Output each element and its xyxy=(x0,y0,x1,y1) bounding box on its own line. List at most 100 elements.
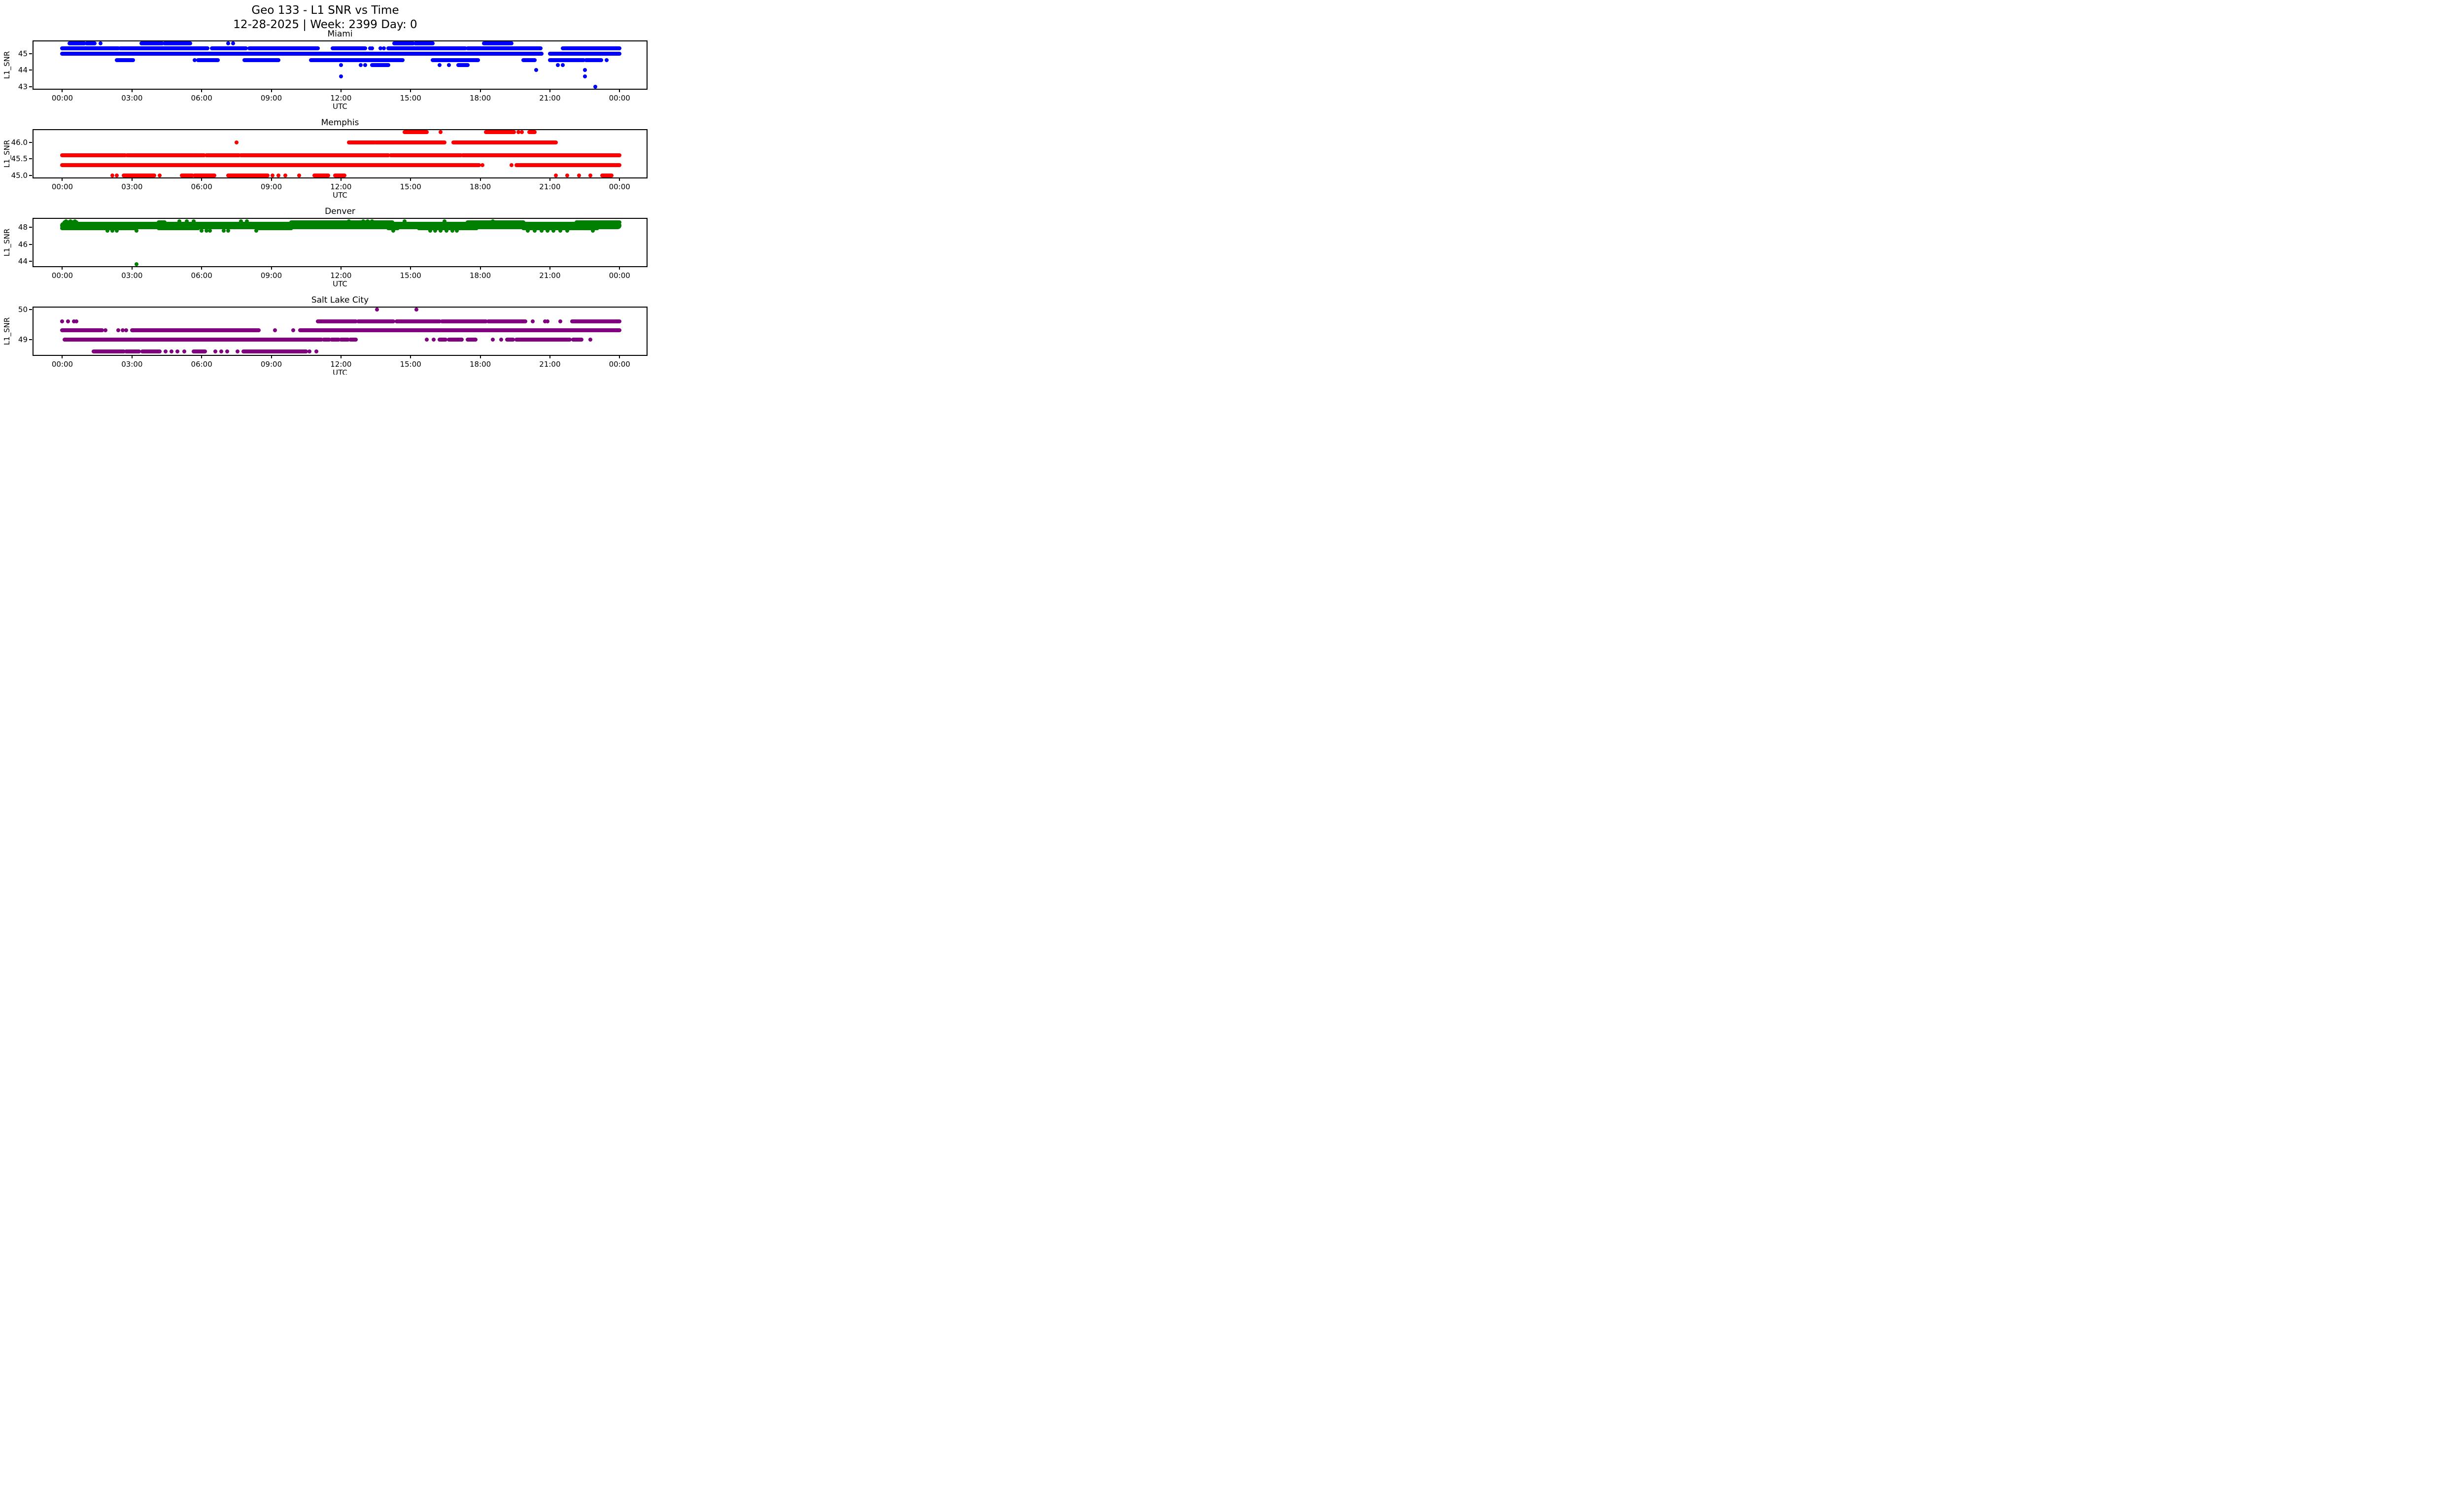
scatter-segment xyxy=(139,41,165,46)
x-tick-mark xyxy=(340,90,342,92)
scatter-dot xyxy=(314,349,319,353)
scatter-dot xyxy=(110,173,114,177)
scatter-dot xyxy=(74,319,78,324)
y-tick-label: 44 xyxy=(18,66,28,75)
scatter-dot xyxy=(582,68,587,72)
x-tick-label: 18:00 xyxy=(469,360,491,369)
scatter-dot xyxy=(191,219,196,224)
scatter-dot xyxy=(551,229,555,233)
scatter-dot xyxy=(236,349,240,353)
y-tick-mark xyxy=(29,158,32,160)
scatter-segment xyxy=(330,337,341,342)
scatter-dot xyxy=(375,308,379,312)
scatter-segment xyxy=(347,140,377,144)
scatter-dot xyxy=(72,319,76,324)
scatter-dot xyxy=(565,173,570,177)
x-tick-mark xyxy=(131,90,133,92)
scatter-segment xyxy=(118,46,209,51)
scatter-segment xyxy=(125,153,206,158)
scatter-dot xyxy=(115,229,119,233)
y-tick-label: 45.0 xyxy=(11,171,28,180)
scatter-segment xyxy=(465,46,543,51)
x-tick-label: 21:00 xyxy=(539,360,561,369)
scatter-dot xyxy=(120,328,125,333)
scatter-segment xyxy=(135,173,156,177)
x-tick-label: 12:00 xyxy=(330,271,352,280)
scatter-dot xyxy=(558,319,563,324)
scatter-segment xyxy=(60,226,137,231)
scatter-dot xyxy=(135,262,139,266)
scatter-segment xyxy=(321,337,332,342)
scatter-segment xyxy=(548,58,586,62)
y-tick-label: 44 xyxy=(18,257,28,266)
x-tick-label: 00:00 xyxy=(609,360,630,369)
scatter-segment xyxy=(256,226,293,231)
scatter-segment xyxy=(124,349,141,353)
x-tick-mark xyxy=(131,267,133,270)
scatter-dot xyxy=(560,63,565,67)
scatter-segment xyxy=(386,226,400,231)
x-tick-mark xyxy=(62,90,63,92)
x-tick-mark xyxy=(479,267,481,270)
scatter-segment xyxy=(490,140,558,144)
x-tick-mark xyxy=(201,356,203,358)
scatter-segment xyxy=(196,58,220,62)
scatter-dot xyxy=(455,229,459,233)
x-tick-mark xyxy=(410,90,411,92)
x-tick-label: 00:00 xyxy=(609,182,630,191)
scatter-segment xyxy=(548,51,622,56)
scatter-dot xyxy=(177,219,182,224)
scatter-dot xyxy=(428,229,433,233)
x-tick-label: 21:00 xyxy=(539,182,561,191)
x-tick-mark xyxy=(62,356,63,358)
x-tick-label: 00:00 xyxy=(51,360,73,369)
y-tick-label: 45.5 xyxy=(11,154,28,164)
plot-area xyxy=(33,129,648,178)
scatter-dot xyxy=(433,229,437,233)
scatter-dot xyxy=(291,328,296,333)
scatter-segment xyxy=(456,63,470,67)
scatter-dot xyxy=(510,163,514,168)
x-tick-mark xyxy=(410,178,411,181)
scatter-segment xyxy=(312,173,330,177)
x-tick-label: 15:00 xyxy=(400,94,421,103)
y-tick-mark xyxy=(29,53,32,54)
scatter-segment xyxy=(440,319,488,324)
subplot-title: Denver xyxy=(325,207,355,216)
scatter-segment xyxy=(60,46,120,51)
x-tick-label: 00:00 xyxy=(609,271,630,280)
scatter-dot xyxy=(254,229,258,233)
scatter-segment xyxy=(239,153,391,158)
scatter-segment xyxy=(63,337,323,342)
x-tick-label: 06:00 xyxy=(191,94,212,103)
scatter-segment xyxy=(583,58,603,62)
x-tick-label: 09:00 xyxy=(260,182,282,191)
scatter-dot xyxy=(184,219,189,224)
y-tick-label: 46 xyxy=(18,240,28,249)
scatter-segment xyxy=(204,153,241,158)
x-tick-mark xyxy=(271,90,272,92)
x-axis-label: UTC xyxy=(333,191,347,200)
scatter-dot xyxy=(308,349,312,353)
x-tick-mark xyxy=(201,178,203,181)
scatter-dot xyxy=(182,349,186,353)
x-tick-label: 21:00 xyxy=(539,271,561,280)
scatter-segment xyxy=(60,328,104,333)
x-tick-label: 12:00 xyxy=(330,360,352,369)
x-tick-label: 18:00 xyxy=(469,182,491,191)
x-tick-label: 18:00 xyxy=(469,271,491,280)
y-tick-mark xyxy=(29,309,32,311)
scatter-segment xyxy=(560,46,622,51)
plot-area xyxy=(33,307,648,356)
scatter-segment xyxy=(308,58,405,62)
scatter-segment xyxy=(438,337,447,342)
scatter-segment xyxy=(193,173,217,177)
scatter-segment xyxy=(348,337,358,342)
x-tick-label: 15:00 xyxy=(400,271,421,280)
x-tick-label: 03:00 xyxy=(121,182,143,191)
scatter-segment xyxy=(514,337,572,342)
scatter-segment xyxy=(60,153,127,158)
subplot-title: Memphis xyxy=(321,118,359,128)
x-tick-mark xyxy=(340,267,342,270)
scatter-dot xyxy=(207,229,212,233)
